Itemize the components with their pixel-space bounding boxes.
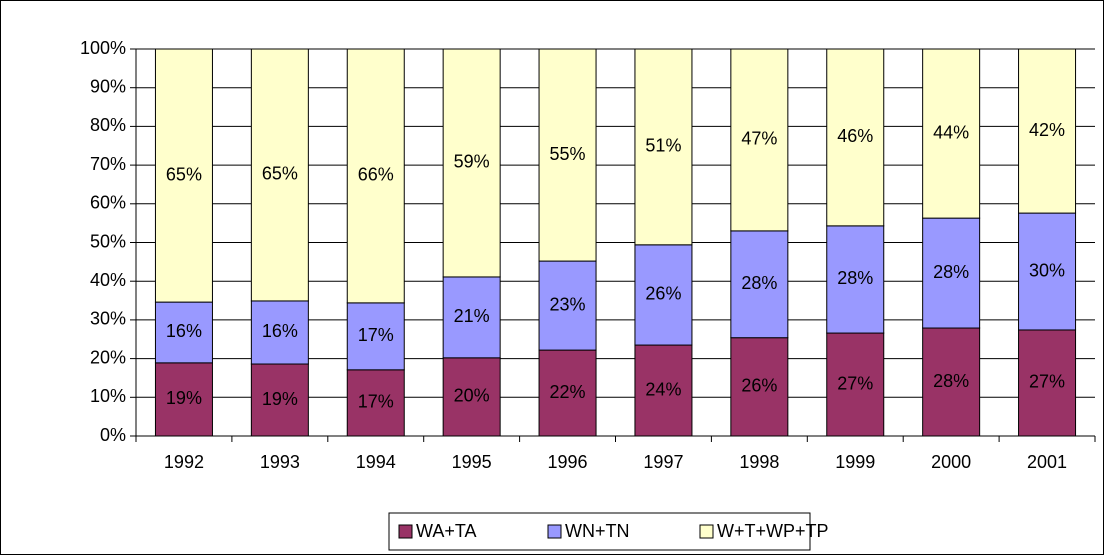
data-label: 46% [837, 126, 873, 146]
data-label: 19% [166, 388, 202, 408]
x-tick-label: 1992 [164, 452, 204, 472]
data-label: 30% [1029, 260, 1065, 280]
bar-segment [154, 48, 213, 303]
legend-swatch [699, 524, 714, 539]
data-label: 28% [933, 262, 969, 282]
data-label: 20% [454, 386, 490, 406]
legend-box [388, 512, 811, 551]
x-tick-label: 1996 [548, 452, 588, 472]
bar-segment [634, 244, 693, 346]
y-tick-label: 50% [90, 231, 126, 251]
y-tick-label: 90% [90, 76, 126, 96]
bar-segment [922, 48, 981, 219]
bar-segment [442, 48, 501, 278]
data-label: 51% [645, 136, 681, 156]
bar-segment [346, 369, 405, 437]
bar-segment [634, 48, 693, 246]
bar-segment [730, 337, 789, 437]
bar-segment [538, 48, 597, 262]
y-tick-label: 20% [90, 347, 126, 367]
data-label: 28% [837, 268, 873, 288]
x-tick-label: 1999 [835, 452, 875, 472]
data-label: 17% [358, 392, 394, 412]
bar-segment [826, 225, 885, 334]
y-tick-label: 100% [80, 38, 126, 58]
data-label: 65% [166, 164, 202, 184]
data-label: 23% [550, 294, 586, 314]
bar-segment [1018, 329, 1077, 437]
x-tick-label: 1998 [739, 452, 779, 472]
x-tick-label: 1993 [260, 452, 300, 472]
bar-segment [538, 349, 597, 437]
x-tick-label: 2000 [931, 452, 971, 472]
legend-swatch [398, 524, 413, 539]
data-label: 24% [645, 379, 681, 399]
data-label: 27% [837, 373, 873, 393]
bar-segment [1018, 212, 1077, 331]
y-tick-label: 40% [90, 270, 126, 290]
x-tick-label: 2001 [1027, 452, 1067, 472]
bar-segment [922, 327, 981, 437]
legend-label: WA+TA [416, 521, 477, 541]
data-label: 65% [262, 164, 298, 184]
data-label: 22% [550, 382, 586, 402]
bar-segment [250, 48, 309, 302]
bar-segment [826, 48, 885, 227]
data-label: 28% [741, 273, 777, 293]
bar-segment [250, 300, 309, 365]
data-label: 55% [550, 144, 586, 164]
data-label: 44% [933, 122, 969, 142]
data-label: 28% [933, 371, 969, 391]
legend-label: W+T+WP+TP [717, 521, 829, 541]
bar-segment [442, 276, 501, 359]
data-label: 42% [1029, 120, 1065, 140]
bar-segment [826, 332, 885, 437]
x-tick-label: 1997 [643, 452, 683, 472]
data-label: 59% [454, 152, 490, 172]
bar-segment [730, 230, 789, 339]
bar-segment [154, 362, 213, 437]
data-label: 19% [262, 389, 298, 409]
bar-segment [250, 363, 309, 437]
y-tick-label: 0% [100, 425, 126, 445]
y-tick-label: 70% [90, 154, 126, 174]
y-tick-label: 60% [90, 193, 126, 213]
data-label: 47% [741, 129, 777, 149]
data-label: 27% [1029, 372, 1065, 392]
y-tick-label: 80% [90, 115, 126, 135]
bar-segment [442, 357, 501, 437]
y-tick-label: 30% [90, 309, 126, 329]
bar-segment [730, 48, 789, 232]
bar-segment [346, 48, 405, 304]
data-label: 21% [454, 306, 490, 326]
data-label: 16% [166, 321, 202, 341]
data-label: 66% [358, 165, 394, 185]
data-label: 26% [645, 284, 681, 304]
legend-swatch [547, 524, 562, 539]
data-label: 26% [741, 376, 777, 396]
bar-segment [346, 302, 405, 371]
legend-label: WN+TN [565, 521, 630, 541]
y-tick-label: 10% [90, 386, 126, 406]
data-label: 16% [262, 321, 298, 341]
bar-segment [154, 301, 213, 364]
x-tick-label: 1994 [356, 452, 396, 472]
bar-segment [1018, 48, 1077, 214]
data-label: 17% [358, 325, 394, 345]
x-tick-label: 1995 [452, 452, 492, 472]
